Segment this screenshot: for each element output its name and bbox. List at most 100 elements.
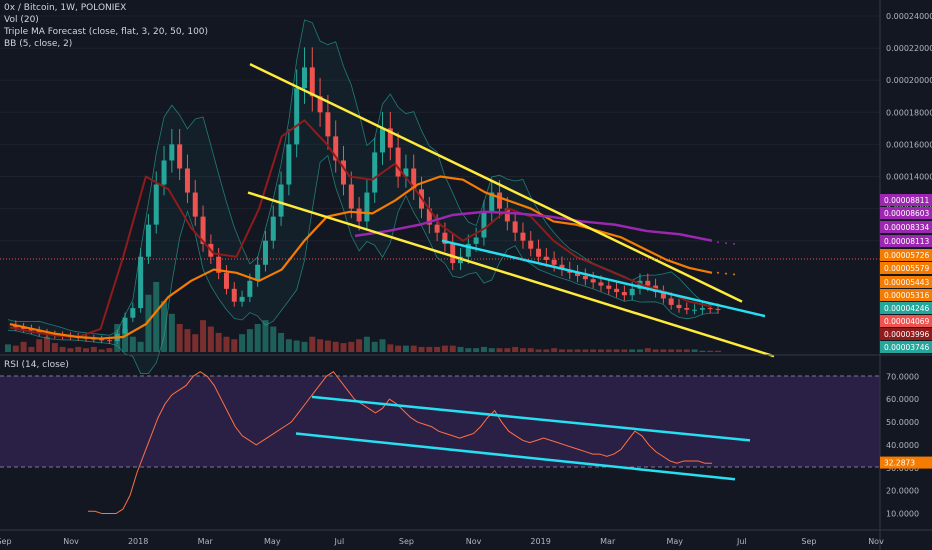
candle-body <box>145 224 151 257</box>
candle-body <box>122 317 128 334</box>
candle-body <box>364 192 370 222</box>
price-badge <box>880 328 932 340</box>
candle-body <box>309 67 315 97</box>
rsi-indicator-label[interactable]: RSI (14, close) <box>4 360 69 370</box>
volume-bar <box>691 349 698 352</box>
volume-bar <box>340 343 347 352</box>
volume-bars <box>5 282 721 352</box>
symbol-title[interactable]: 0x / Bitcoin, 1W, POLONIEX <box>4 3 127 13</box>
volume-bar <box>278 332 285 352</box>
volume-bar <box>410 345 417 352</box>
volume-bar <box>262 320 269 352</box>
volume-bar <box>558 349 565 352</box>
volume-bar <box>285 339 292 352</box>
time-tick-label: Jul <box>334 537 345 546</box>
time-tick-label: Sep <box>399 537 414 546</box>
candle-body <box>450 243 456 264</box>
candle-body <box>387 128 393 148</box>
candle-body <box>442 232 448 244</box>
candle-body <box>692 309 698 311</box>
volume-bar <box>683 349 690 352</box>
volume-bar <box>605 349 612 352</box>
candle-body <box>372 152 378 193</box>
price-badge-label: 0.00003746 <box>884 343 930 352</box>
time-tick-label: Nov <box>868 537 884 546</box>
volume-bar <box>231 339 238 352</box>
price-badge-label: 0.00003996 <box>884 330 930 339</box>
volume-bar <box>613 349 620 352</box>
candle-body <box>278 184 284 217</box>
volume-bar <box>223 336 230 352</box>
candle-body <box>426 208 432 225</box>
volume-bar <box>707 350 714 352</box>
rsi-band <box>0 376 880 467</box>
rsi-value-badge: 32.2873 <box>880 456 932 469</box>
volume-bar <box>129 336 136 352</box>
candle-body <box>184 168 190 193</box>
chart-legend: 0x / Bitcoin, 1W, POLONIEX Vol (20) Trip… <box>4 2 208 50</box>
rsi-line <box>88 371 712 515</box>
candle-body <box>497 192 503 209</box>
volume-bar <box>301 341 308 352</box>
ma-short-forecast-dot <box>733 273 735 276</box>
price-badge <box>880 262 932 274</box>
volume-bar <box>200 320 207 352</box>
candle-body <box>512 221 518 233</box>
volume-bar <box>239 334 246 352</box>
volume-bar <box>402 345 409 352</box>
volume-bar <box>535 349 542 352</box>
candle-body <box>473 237 479 244</box>
bollinger-lower <box>7 154 719 374</box>
trend-lines <box>247 63 775 358</box>
candle-body <box>99 339 105 341</box>
time-axis[interactable]: Sep Nov 2018 Mar May Jul Sep Nov 2019 Mar May Jul Se… <box>0 537 884 546</box>
candle-body <box>551 259 557 265</box>
time-tick-label: Mar <box>198 537 214 546</box>
ma-long-forecast-dot <box>733 242 735 245</box>
price-tick-label: 0.00018000 <box>886 108 932 117</box>
triple-ma-indicator-label[interactable]: Triple MA Forecast (close, flat, 3, 20, … <box>4 27 209 37</box>
price-badge-label: 0.00008113 <box>884 237 930 246</box>
candle-body <box>340 160 346 185</box>
candle-body <box>138 256 144 309</box>
price-badge-label: 0.00004246 <box>884 304 930 313</box>
volume-bar <box>473 348 480 352</box>
volume-bar <box>457 346 464 352</box>
volume-bar <box>176 324 183 352</box>
volume-bar <box>652 349 659 352</box>
time-tick-label: May <box>264 537 281 546</box>
volume-indicator-label[interactable]: Vol (20) <box>4 15 39 25</box>
volume-bar <box>5 344 11 352</box>
rsi-tick-label: 50.0000 <box>886 418 919 427</box>
ma-short-forecast-dot <box>717 271 719 274</box>
price-badge-label: 0.00005579 <box>884 264 930 273</box>
candle-body <box>395 147 401 177</box>
volume-bar <box>317 339 324 352</box>
volume-bar <box>629 349 636 352</box>
candle-body <box>676 304 682 309</box>
candle-body <box>286 144 292 185</box>
volume-bar <box>153 282 160 352</box>
ma-short-forecast-dot <box>725 272 727 275</box>
volume-bar <box>675 349 682 352</box>
volume-bar <box>12 345 19 352</box>
rsi-tick-label: 60.0000 <box>886 395 919 404</box>
rsi-tick-label: 70.0000 <box>886 372 919 381</box>
rsi-legend[interactable]: RSI (14, close) <box>4 359 69 371</box>
volume-bar <box>379 339 386 352</box>
rsi-axis[interactable]: 70.000060.000050.000040.000030.000020.00… <box>886 372 919 518</box>
candle-body <box>520 232 526 241</box>
candle-body <box>223 272 229 289</box>
candle-body <box>489 192 495 212</box>
volume-bar <box>67 348 74 352</box>
price-badge-label: 0.00008811 <box>884 196 930 205</box>
price-tick-label: 0.00022000 <box>886 44 932 53</box>
ma-long-forecast-dot <box>717 241 719 244</box>
price-badge <box>880 249 932 261</box>
candle-body <box>614 288 620 293</box>
volume-bar <box>44 336 51 352</box>
candle-body <box>200 216 206 244</box>
volume-bar <box>621 349 628 352</box>
bollinger-indicator-label[interactable]: BB (5, close, 2) <box>4 39 73 49</box>
price-tick-label: 0.00020000 <box>886 76 932 85</box>
